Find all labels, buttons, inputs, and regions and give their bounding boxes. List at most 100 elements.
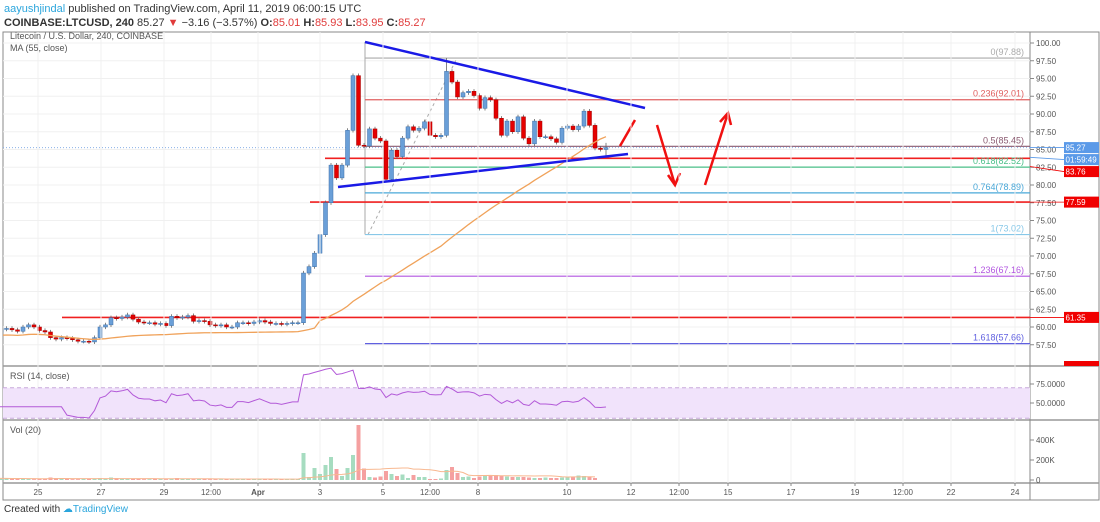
- candle-up: [301, 272, 306, 323]
- volume-bar-up: [389, 474, 394, 480]
- time-axis-label: 3: [318, 488, 323, 497]
- candle-up: [196, 320, 202, 322]
- candle-down: [268, 321, 273, 324]
- price-axis-label: 87.50: [1036, 128, 1057, 137]
- candle-down: [493, 99, 499, 119]
- time-axis-label: 29: [160, 488, 169, 497]
- candle-down: [174, 316, 180, 319]
- volume-bar-down: [499, 476, 504, 480]
- candle-up: [26, 324, 31, 328]
- time-axis-label: 24: [1011, 488, 1020, 497]
- candle-down: [262, 320, 268, 323]
- time-axis-label: 12: [627, 488, 636, 497]
- volume-bar-down: [411, 475, 416, 480]
- candle-up: [4, 328, 9, 330]
- volume-bar-up: [301, 453, 306, 480]
- up-arrow-icon: [703, 112, 730, 186]
- volume-bar-down: [142, 479, 146, 480]
- volume-bar-down: [488, 475, 493, 480]
- volume-bar-up: [235, 479, 240, 480]
- volume-bar-down: [202, 479, 207, 480]
- candle-down: [570, 125, 576, 130]
- tradingview-logo-icon[interactable]: ☁: [62, 504, 73, 515]
- price-axis-label: 82.50: [1036, 163, 1057, 172]
- candle-down: [279, 323, 284, 325]
- candle-down: [191, 315, 196, 322]
- volume-bar-up: [125, 479, 130, 480]
- candle-up: [240, 322, 246, 324]
- volume-bar-up: [312, 468, 317, 480]
- price-axis-label: 75.00: [1036, 217, 1057, 226]
- candle-down: [433, 135, 438, 137]
- price-tag: [1064, 311, 1099, 323]
- author-link[interactable]: aayushjindal: [4, 3, 66, 15]
- candle-up: [119, 316, 125, 319]
- time-axis-label: 5: [381, 488, 386, 497]
- volume-bar-down: [384, 471, 388, 480]
- time-axis-label: 17: [787, 488, 796, 497]
- chart-title: Litecoin / U.S. Dollar, 240, COINBASE: [10, 31, 164, 41]
- candle-down: [141, 321, 147, 324]
- fib-level-label: 1(73.02): [990, 224, 1024, 234]
- candle-up: [543, 136, 548, 138]
- candle-up: [97, 326, 103, 338]
- candle-up: [147, 322, 152, 324]
- volume-bar-up: [219, 479, 223, 480]
- volume-bar-down: [213, 479, 218, 480]
- main-pane: [3, 40, 1030, 346]
- candle-up: [323, 202, 328, 235]
- candle-up: [405, 126, 411, 139]
- candle-down: [70, 338, 75, 341]
- candle-up: [339, 164, 345, 179]
- candle-down: [548, 136, 554, 140]
- candle-down: [152, 322, 158, 325]
- candle-down: [455, 81, 460, 98]
- candle-up: [581, 110, 587, 127]
- volume-bar-down: [527, 477, 531, 480]
- candle-down: [499, 118, 504, 136]
- time-axis-label: 15: [724, 488, 733, 497]
- price-axis-label: 70.00: [1036, 252, 1057, 261]
- volume-bar-up: [516, 477, 520, 480]
- price-tag: [1064, 142, 1099, 154]
- candle-up: [185, 315, 191, 318]
- volume-bar-down: [587, 476, 592, 480]
- symbol: COINBASE:LTCUSD, 240: [4, 17, 134, 29]
- rsi-band: [3, 387, 1030, 419]
- volume-bar-down: [472, 478, 476, 480]
- volume-bar-down: [268, 479, 273, 480]
- candle-up: [312, 252, 317, 267]
- volume-bar-down: [494, 475, 498, 480]
- candle-down: [15, 329, 20, 332]
- price-axis-label: 62.50: [1036, 305, 1057, 314]
- candle-down: [361, 144, 367, 147]
- down-triangle-icon: ▼: [167, 17, 179, 29]
- arrow-line: [618, 119, 637, 147]
- rsi-axis-label: 50.0000: [1036, 399, 1065, 408]
- candle-up: [295, 322, 301, 324]
- volume-bar-down: [191, 479, 196, 480]
- volume-bar-down: [70, 479, 75, 480]
- volume-bar-up: [532, 478, 537, 480]
- volume-bar-down: [76, 479, 80, 480]
- volume-bar-down: [164, 479, 168, 480]
- volume-bar-up: [186, 479, 190, 480]
- time-axis-label: 8: [476, 488, 481, 497]
- price-axis-label: 80.00: [1036, 181, 1057, 190]
- time-axis-label: 25: [34, 488, 43, 497]
- time-axis-label: 19: [851, 488, 860, 497]
- candle-up: [532, 120, 537, 145]
- low-value: 83.95: [355, 17, 384, 29]
- candle-down: [488, 97, 493, 101]
- candle-up: [444, 71, 449, 136]
- candle-down: [411, 126, 416, 131]
- candle-down: [224, 324, 229, 328]
- price-axis-label: 97.50: [1036, 57, 1057, 66]
- tradingview-link[interactable]: TradingView: [72, 504, 128, 515]
- candle-up: [306, 266, 312, 274]
- rsi-axis-label: 75.0000: [1036, 380, 1065, 389]
- publish-info: published on TradingView.com, April 11, …: [65, 3, 362, 15]
- price-tag: [1064, 154, 1099, 166]
